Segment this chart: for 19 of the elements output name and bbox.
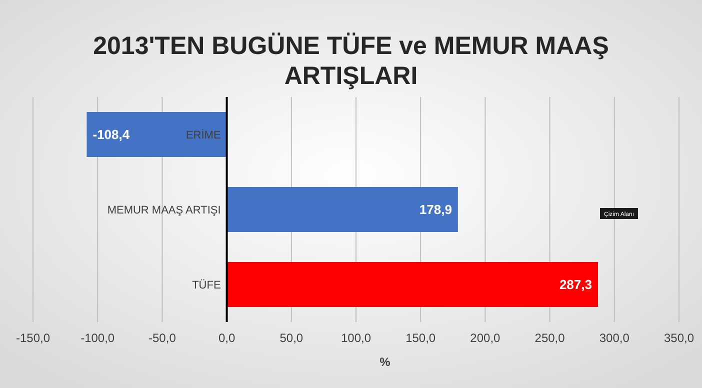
y-tick-label: ERİME bbox=[186, 128, 221, 142]
x-tick-label: 350,0 bbox=[664, 331, 694, 345]
data-label: 178,9 bbox=[419, 202, 452, 218]
x-tick-label: 0,0 bbox=[218, 331, 236, 345]
x-tick-label: 300,0 bbox=[599, 331, 630, 345]
data-label: 287,3 bbox=[559, 277, 592, 292]
x-tick-label: 200,0 bbox=[470, 331, 501, 345]
x-tick-label: 250,0 bbox=[534, 331, 566, 345]
x-tick-label: -150,0 bbox=[16, 331, 50, 345]
x-tick-label: -100,0 bbox=[80, 331, 115, 345]
y-tick-label: TÜFE bbox=[192, 278, 221, 292]
x-tick-label: 100,0 bbox=[340, 331, 372, 345]
data-label: -108,4 bbox=[92, 127, 130, 142]
x-tick-label: 150,0 bbox=[406, 331, 436, 345]
y-tick-label: MEMUR MAAŞ ARTIŞI bbox=[107, 204, 221, 216]
x-tick-label: 50,0 bbox=[280, 331, 304, 345]
x-axis-title: % bbox=[380, 355, 391, 369]
chart-title: 2013'TEN BUGÜNE TÜFE ve MEMUR MAAŞ ARTIŞLARI bbox=[93, 32, 609, 90]
x-tick-label: -50,0 bbox=[148, 331, 176, 345]
